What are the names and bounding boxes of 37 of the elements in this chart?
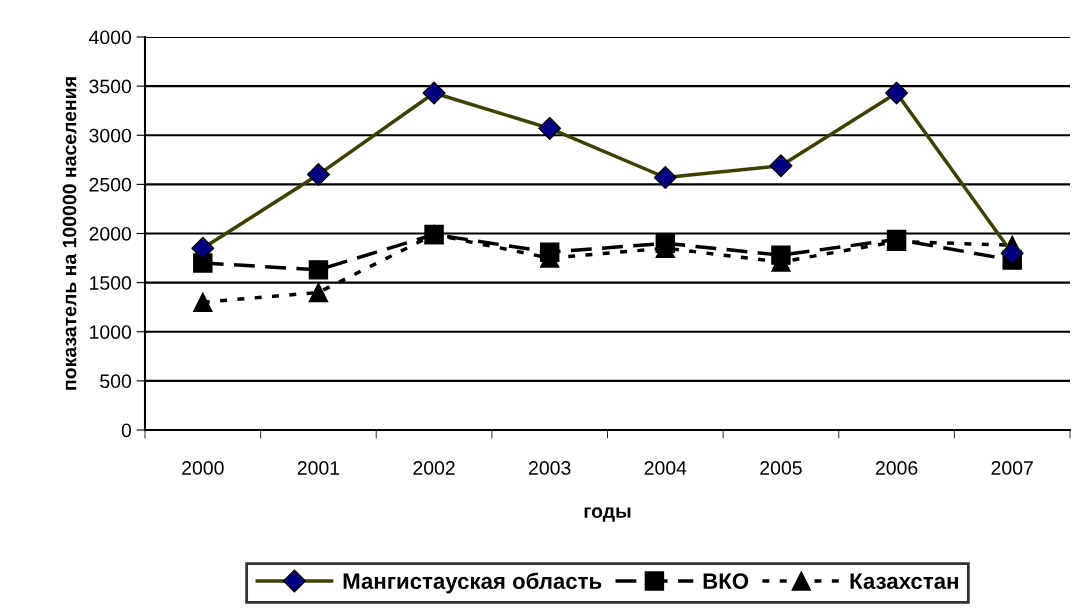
point — [769, 154, 793, 178]
y-tick-label: 3000 — [89, 128, 132, 143]
x-tick-label: 2004 — [644, 461, 687, 475]
x-tick-label: 2000 — [182, 461, 224, 475]
y-tick-label: 1500 — [90, 276, 132, 290]
point — [191, 236, 215, 260]
point — [539, 242, 560, 262]
x-tick-label: 2003 — [529, 461, 571, 475]
point — [193, 292, 213, 312]
y-tick-label: 2500 — [89, 177, 132, 192]
point — [653, 165, 677, 189]
y-tick-label: 500 — [100, 374, 132, 389]
legend-label: Мангистауская область — [343, 572, 602, 594]
point — [538, 116, 562, 140]
x-tick-label: 2006 — [875, 461, 918, 475]
y-tick-label: 2000 — [89, 226, 132, 241]
point — [655, 233, 676, 254]
legend-label: ВКО — [703, 573, 749, 590]
point — [306, 163, 330, 187]
point — [885, 81, 909, 105]
y-tick-label: 1000 — [90, 325, 132, 339]
point — [422, 81, 446, 105]
x-tick-label: 2001 — [297, 461, 340, 475]
x-tick-label: 2007 — [991, 461, 1033, 475]
point — [308, 260, 329, 280]
legend-label: Казахстан — [850, 573, 958, 590]
y-tick-label: 4000 — [89, 30, 132, 45]
x-axis-title: годы — [584, 507, 631, 522]
y-tick-label: 0 — [121, 423, 132, 438]
y-tick-label: 3500 — [89, 79, 132, 94]
point — [771, 245, 791, 265]
point — [424, 224, 444, 245]
x-tick-label: 2002 — [413, 461, 455, 475]
y-axis-title: показатель на 100000 населения — [62, 77, 77, 390]
point — [1000, 241, 1024, 265]
x-tick-label: 2005 — [760, 461, 802, 475]
point — [308, 282, 329, 303]
